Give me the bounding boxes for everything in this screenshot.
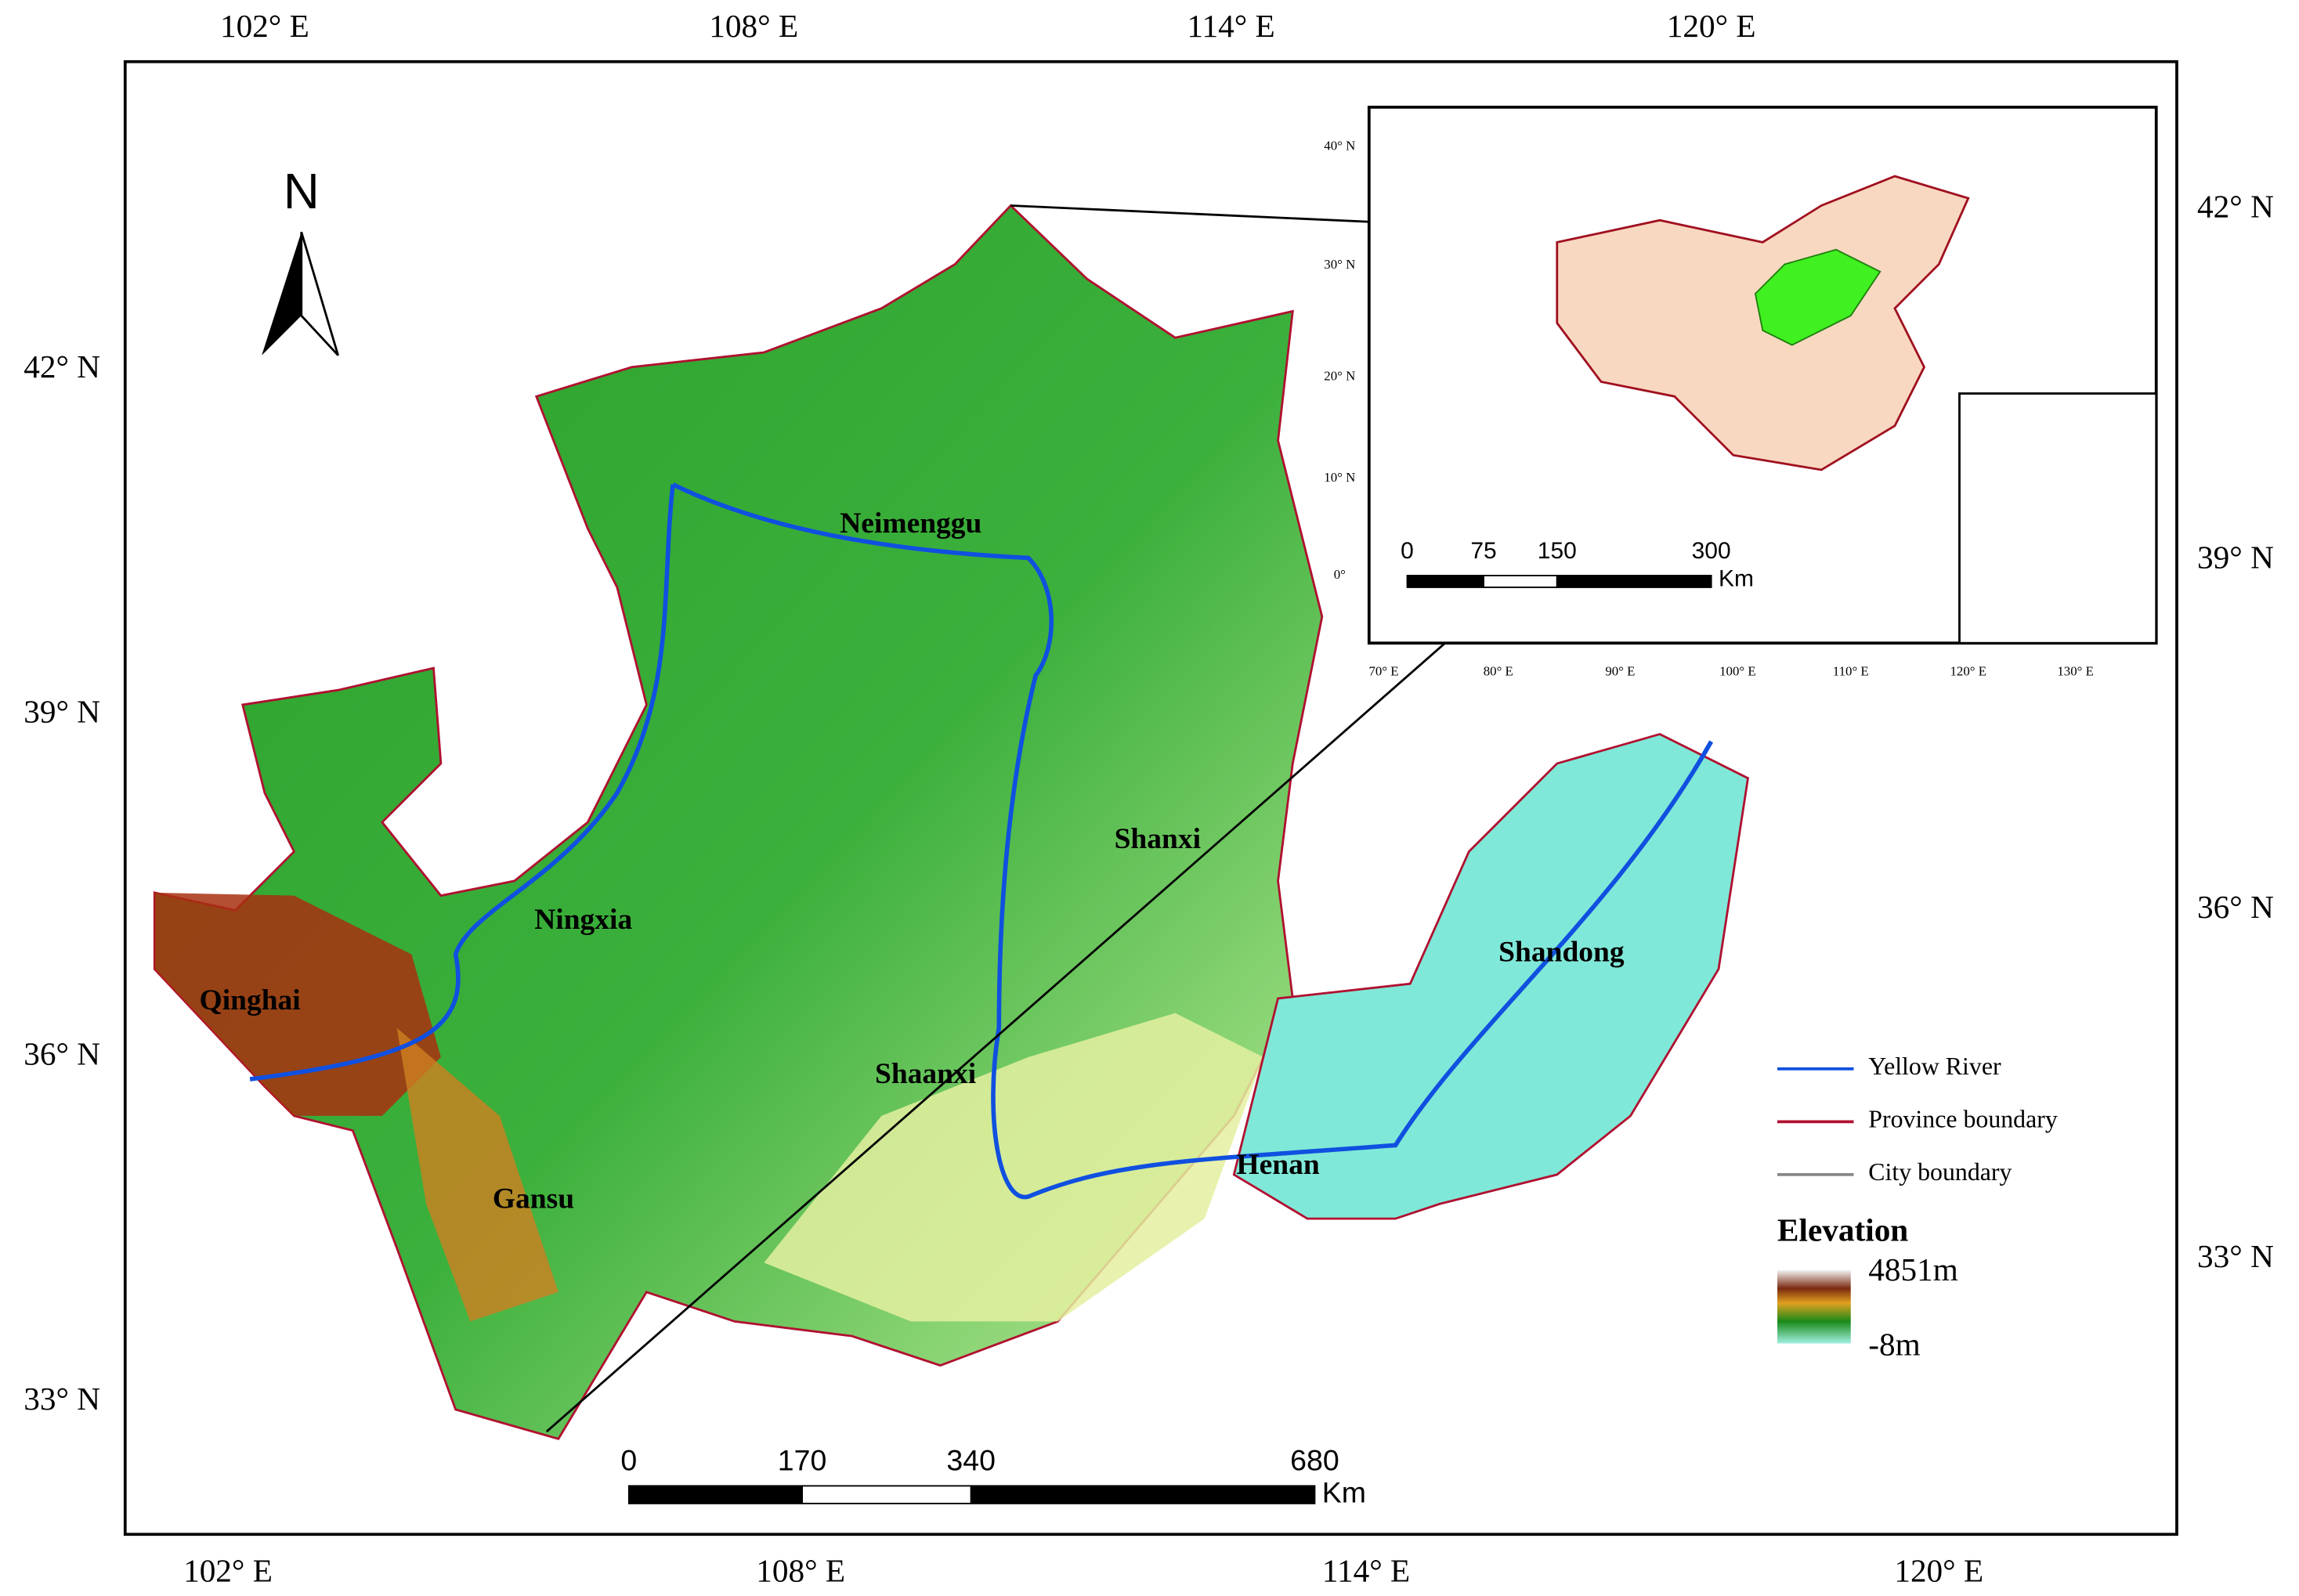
region-label: Shandong xyxy=(1498,936,1625,968)
region-label: Ningxia xyxy=(534,904,632,936)
scale-label: 170 xyxy=(778,1443,827,1476)
region-label: Neimenggu xyxy=(840,507,981,540)
region-label: Qinghai xyxy=(200,984,301,1016)
lon-label: 108° E xyxy=(709,8,798,44)
region-label: Shanxi xyxy=(1115,823,1201,855)
inset-scale-segment xyxy=(1556,575,1712,588)
inset-lon-label: 100° E xyxy=(1719,664,1756,679)
inset-lon-label: 120° E xyxy=(1950,664,1986,679)
lat-label: 42° N xyxy=(23,348,100,385)
lon-label: 120° E xyxy=(1894,1552,1983,1588)
north-arrow xyxy=(262,232,302,356)
scale-unit: Km xyxy=(1322,1476,1366,1509)
inset-scale-label: 300 xyxy=(1692,538,1731,564)
legend-label: Yellow River xyxy=(1868,1053,2001,1080)
lon-label: 102° E xyxy=(183,1552,273,1588)
lat-label: 36° N xyxy=(2197,889,2274,925)
lat-label: 42° N xyxy=(2197,189,2274,225)
scale-label: 680 xyxy=(1290,1443,1339,1476)
inset-scale-label: 0 xyxy=(1401,538,1414,564)
scale-segment xyxy=(627,1485,804,1504)
scale-label: 0 xyxy=(620,1443,637,1476)
lat-label: 33° N xyxy=(2197,1238,2274,1274)
inset-scale-label: 75 xyxy=(1470,538,1496,564)
inset-lon-label: 70° E xyxy=(1368,664,1398,679)
inset-scale-segment xyxy=(1483,575,1558,588)
elevation-ramp xyxy=(1777,1269,1851,1344)
north-arrow xyxy=(300,231,339,356)
legend-label: Province boundary xyxy=(1868,1106,2058,1133)
inset-lat-label: 30° N xyxy=(1324,257,1355,272)
lon-label: 114° E xyxy=(1322,1552,1410,1588)
lat-label: 39° N xyxy=(2197,540,2274,576)
inset-scale-unit: Km xyxy=(1719,566,1754,592)
inset-lon-label: 130° E xyxy=(2057,664,2094,679)
scale-segment xyxy=(970,1485,1316,1504)
inset-scale-label: 150 xyxy=(1538,538,1577,564)
elevation-min: -8m xyxy=(1868,1327,1920,1363)
lon-label: 120° E xyxy=(1667,8,1756,44)
inset-lon-label: 110° E xyxy=(1833,664,1869,679)
yellow-river xyxy=(671,482,1714,1200)
legend-label: City boundary xyxy=(1868,1158,2012,1186)
inset-lat-label: 0° xyxy=(1334,567,1346,582)
inset-scale-segment xyxy=(1406,575,1484,588)
lat-label: 33° N xyxy=(23,1381,100,1417)
inset-lat-label: 10° N xyxy=(1324,470,1355,485)
scale-segment xyxy=(801,1485,972,1504)
region-label: Shaanxi xyxy=(875,1058,976,1090)
inset-lon-label: 80° E xyxy=(1484,664,1513,679)
yellow-river xyxy=(249,484,675,1081)
lat-label: 36° N xyxy=(23,1035,100,1071)
inset-lat-label: 20° N xyxy=(1324,369,1355,384)
lon-label: 114° E xyxy=(1187,8,1274,44)
elevation-max: 4851m xyxy=(1868,1251,1958,1287)
region-label: Gansu xyxy=(493,1183,574,1215)
study-area xyxy=(1754,248,1881,346)
inset-lat-label: 40° N xyxy=(1324,138,1355,153)
plain-area xyxy=(764,1013,1263,1322)
north-label: N xyxy=(284,163,320,219)
lon-label: 108° E xyxy=(756,1552,845,1588)
inset-lon-label: 90° E xyxy=(1605,664,1635,679)
elevation-title: Elevation xyxy=(1777,1211,1908,1248)
south-sea-inset xyxy=(1958,392,2158,645)
mid-elevation xyxy=(396,1027,558,1322)
lat-label: 39° N xyxy=(23,694,100,730)
region-label: Henan xyxy=(1236,1149,1319,1181)
scale-label: 340 xyxy=(946,1443,996,1476)
lon-label: 102° E xyxy=(220,8,309,44)
lower-basin xyxy=(1232,732,1750,1220)
